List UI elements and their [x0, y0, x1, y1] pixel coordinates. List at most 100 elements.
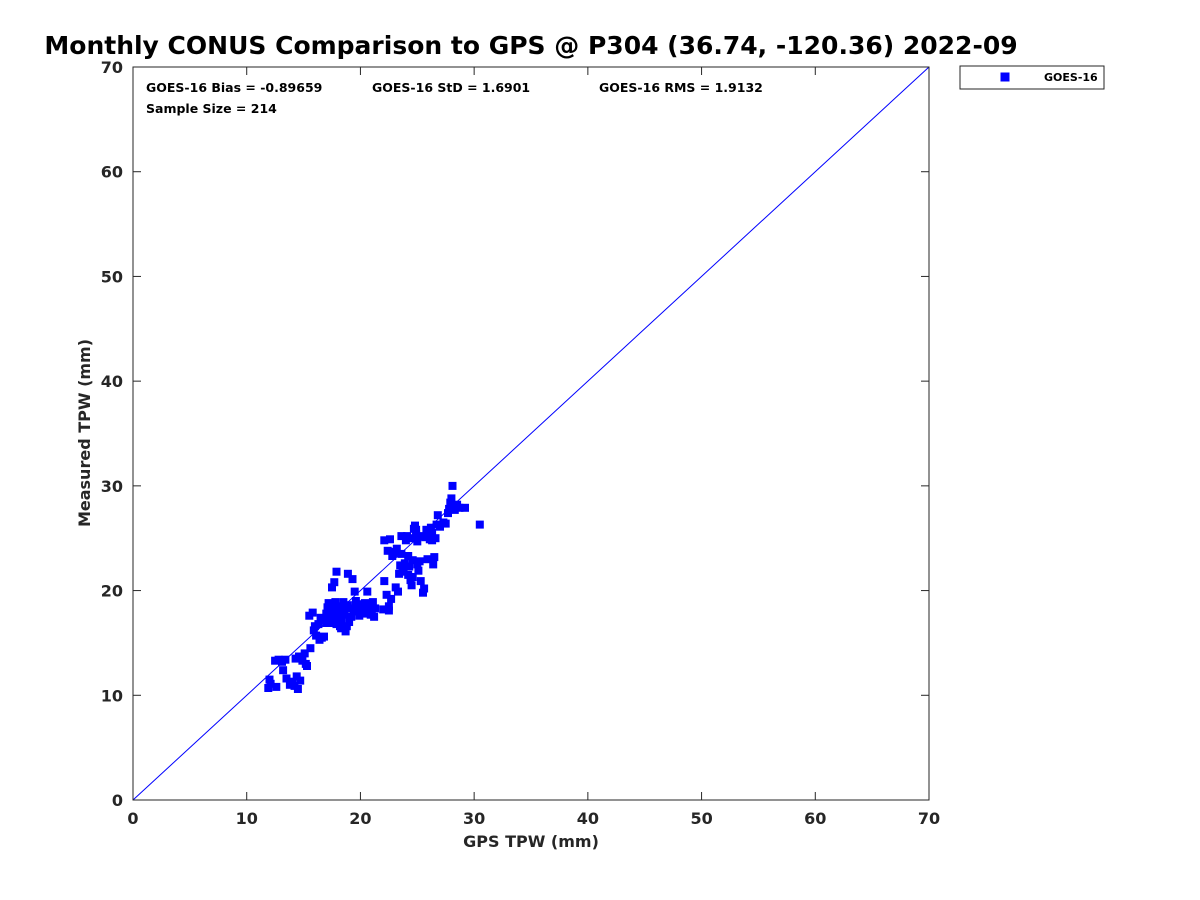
- data-point: [380, 536, 389, 545]
- chart-title: Monthly CONUS Comparison to GPS @ P304 (…: [44, 31, 1017, 60]
- stat-sample-size: Sample Size = 214: [146, 101, 277, 116]
- data-point: [324, 599, 333, 608]
- x-tick-label: 20: [349, 809, 371, 828]
- data-point: [383, 546, 392, 555]
- data-point: [405, 562, 414, 571]
- data-point: [430, 553, 439, 562]
- data-point: [345, 618, 354, 626]
- data-point: [384, 602, 393, 611]
- data-point: [354, 600, 363, 609]
- x-tick-label: 70: [918, 809, 940, 828]
- data-point: [301, 659, 310, 668]
- data-point: [406, 534, 415, 543]
- data-point: [423, 555, 432, 564]
- data-point: [355, 611, 364, 620]
- data-point: [408, 573, 417, 581]
- data-point: [347, 612, 356, 621]
- data-point: [379, 605, 388, 614]
- x-tick-label: 50: [690, 809, 712, 828]
- data-point: [370, 612, 379, 621]
- data-point: [371, 604, 380, 613]
- data-point: [325, 614, 334, 623]
- data-point: [332, 620, 341, 629]
- data-point: [447, 494, 456, 503]
- legend-box: [959, 65, 1105, 90]
- data-point: [322, 619, 331, 627]
- data-point: [444, 509, 452, 518]
- data-point: [362, 601, 371, 610]
- data-point: [279, 666, 288, 675]
- data-point: [397, 549, 406, 558]
- y-tick-label: 40: [101, 372, 123, 391]
- data-point: [450, 505, 459, 514]
- data-point: [461, 503, 469, 512]
- plot-area: 0 10 20 30 40 50 60 70 0 10 20 30 40 50 60 70 GOES-16 B…: [101, 58, 940, 828]
- x-tick-label: 60: [804, 809, 826, 828]
- data-points: [264, 481, 484, 693]
- data-point: [404, 552, 413, 560]
- data-point: [398, 565, 407, 574]
- data-point: [282, 674, 291, 683]
- data-point: [389, 548, 398, 557]
- data-point: [380, 577, 389, 586]
- x-tick-label: 10: [236, 809, 258, 828]
- data-point: [475, 520, 484, 529]
- data-point: [416, 577, 425, 586]
- data-point: [316, 613, 325, 622]
- data-point: [386, 535, 394, 544]
- legend-marker-square-icon: [1000, 72, 1010, 82]
- data-point: [330, 578, 339, 587]
- y-tick-label: 0: [112, 791, 123, 810]
- data-point: [306, 644, 315, 653]
- data-point: [395, 569, 404, 578]
- data-point: [334, 602, 343, 611]
- data-point: [445, 504, 454, 513]
- data-point: [340, 608, 349, 617]
- data-point: [455, 503, 464, 512]
- x-axis-label: GPS TPW (mm): [463, 832, 599, 851]
- data-point: [339, 604, 348, 613]
- y-tick-label: 30: [101, 477, 123, 496]
- data-point: [264, 684, 273, 692]
- data-point: [407, 581, 416, 590]
- legend-entry-label: GOES-16: [1044, 71, 1098, 84]
- data-point: [350, 587, 359, 596]
- data-point: [359, 609, 368, 618]
- data-point: [400, 559, 409, 568]
- y-tick-label: 70: [101, 58, 123, 77]
- data-point: [331, 598, 340, 607]
- data-point: [312, 631, 321, 640]
- data-point: [288, 677, 297, 686]
- data-point: [293, 685, 302, 693]
- data-point: [419, 588, 427, 597]
- data-point: [328, 583, 336, 592]
- y-tick-label: 60: [101, 163, 123, 182]
- data-point: [265, 675, 274, 684]
- data-point: [423, 527, 432, 536]
- data-point: [394, 587, 402, 596]
- data-point: [382, 590, 391, 599]
- stat-rms: GOES-16 RMS = 1.9132: [599, 80, 763, 95]
- data-point: [314, 620, 323, 629]
- data-point: [429, 560, 438, 569]
- data-point: [413, 560, 422, 569]
- data-point: [322, 609, 331, 618]
- stat-bias: GOES-16 Bias = -0.89659: [146, 80, 322, 95]
- data-point: [308, 608, 317, 617]
- y-axis-label: Measured TPW (mm): [75, 339, 94, 527]
- data-point: [448, 481, 457, 490]
- data-point: [441, 519, 450, 528]
- data-point: [396, 561, 405, 570]
- data-point: [296, 676, 305, 685]
- data-point: [351, 605, 360, 614]
- data-point: [408, 556, 417, 565]
- data-point: [320, 632, 328, 641]
- axis-ticks: 0 10 20 30 40 50 60 70 0 10 20 30 40 50 60 70: [101, 58, 940, 828]
- x-tick-label: 30: [463, 809, 485, 828]
- data-point: [339, 598, 348, 607]
- data-point: [446, 498, 455, 507]
- data-point: [397, 532, 406, 541]
- data-point: [292, 672, 301, 681]
- data-point: [433, 511, 442, 520]
